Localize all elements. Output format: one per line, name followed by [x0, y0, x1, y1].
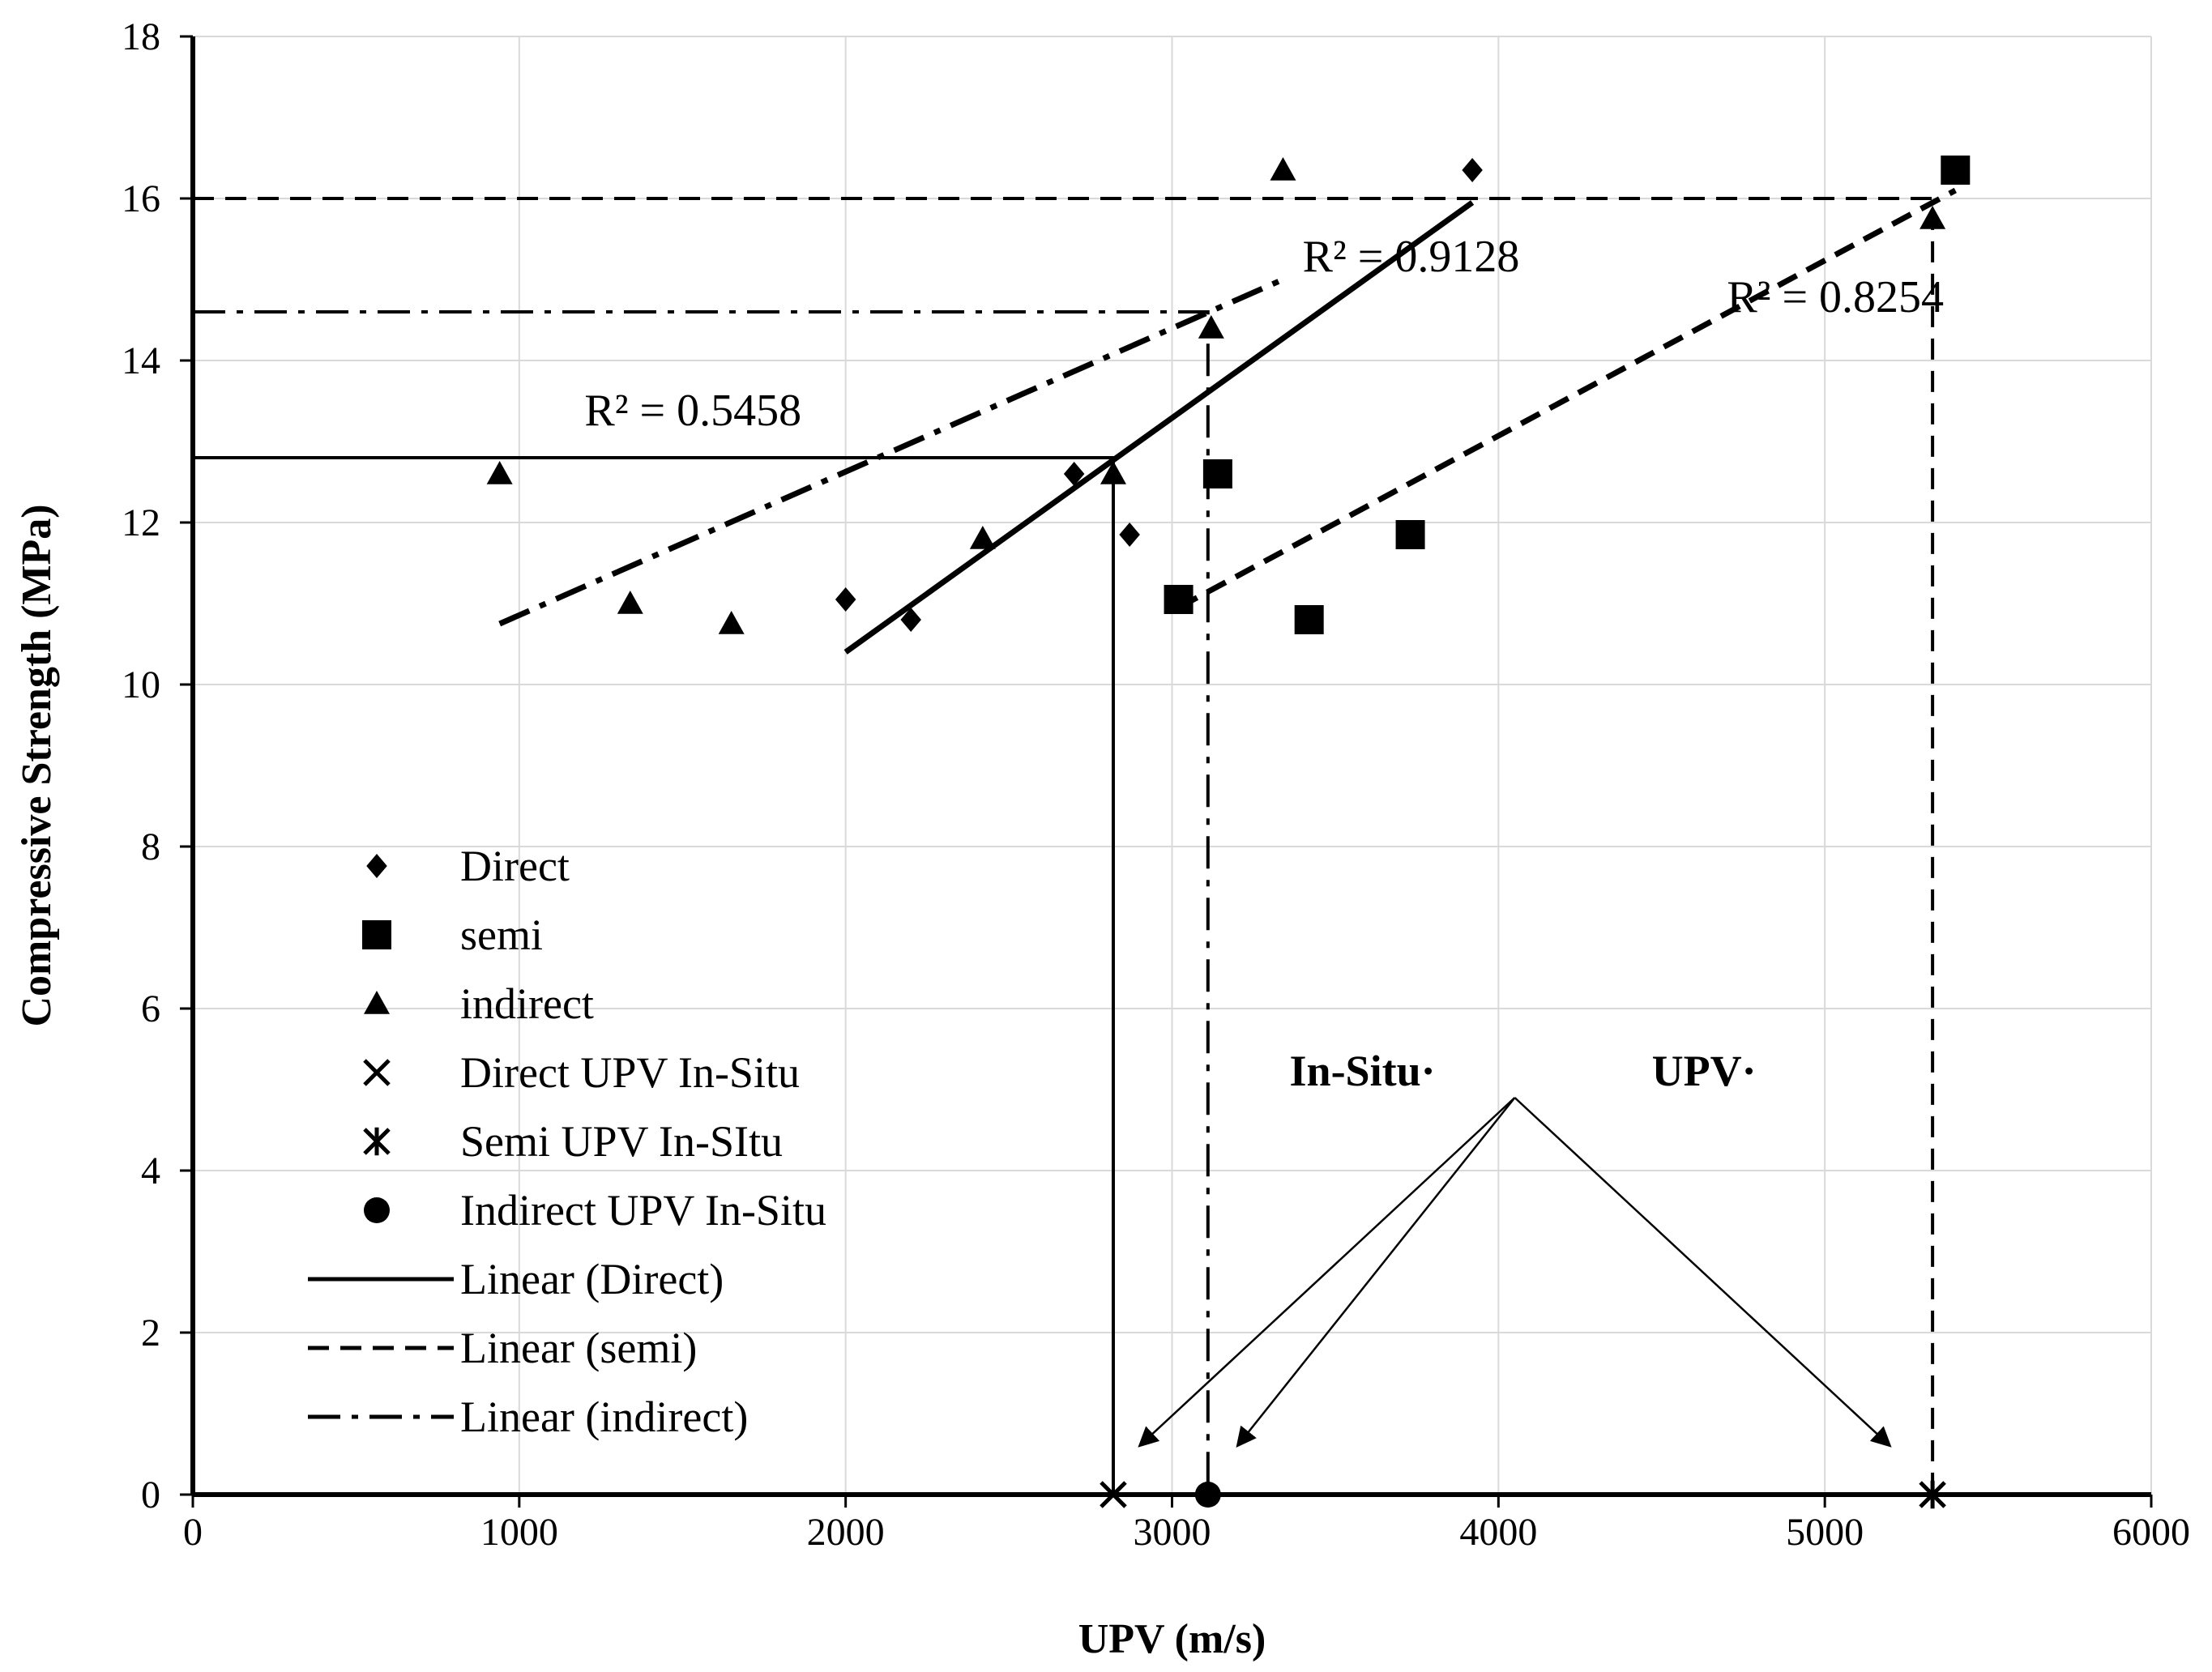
legend-linearsemi-label: Linear (semi) — [460, 1324, 697, 1372]
data-point-indirect — [1198, 315, 1224, 339]
trendline-lineardirect — [843, 200, 1475, 655]
data-point-direct — [1462, 158, 1483, 182]
data-point-indirect — [718, 611, 745, 634]
data-point-indirect — [1100, 461, 1126, 484]
y-tick-label: 16 — [122, 177, 160, 220]
r-squared-label: R² = 0.9128 — [1303, 232, 1520, 282]
legend-indirectupvinsitu-marker — [364, 1197, 390, 1223]
legend-lineardirect-label: Linear (Direct) — [460, 1255, 724, 1303]
legend-directupvinsitu-label: Direct UPV In-Situ — [460, 1048, 800, 1097]
annotation-arrow — [1138, 1097, 1516, 1448]
legend-indirectupvinsitu-label: Indirect UPV In-Situ — [460, 1186, 826, 1235]
y-tick-label: 14 — [122, 339, 160, 382]
legend-semi-marker — [362, 920, 391, 949]
y-tick-label: 10 — [122, 663, 160, 706]
data-point-directupvinsitu — [1100, 1481, 1127, 1508]
y-tick-label: 18 — [122, 15, 160, 58]
x-tick-label: 4000 — [1459, 1511, 1537, 1554]
legend-direct-label: Direct — [460, 842, 570, 890]
legend-semiupvinsitu-label: Semi UPV In-SItu — [460, 1117, 783, 1166]
annotation-arrow — [1236, 1097, 1516, 1448]
data-point-indirect — [969, 526, 996, 549]
x-tick-label: 1000 — [480, 1511, 558, 1554]
trendline-linearsemi — [1176, 187, 1957, 611]
data-point-semi — [1395, 520, 1425, 549]
legend-indirect-marker — [364, 991, 390, 1014]
legend-linearindirect-label: Linear (indirect) — [460, 1393, 748, 1441]
axes — [180, 35, 2153, 1508]
y-tick-label: 4 — [141, 1150, 160, 1192]
data-point-semi — [1164, 585, 1194, 614]
data-point-semiupvinsitu — [1919, 1480, 1946, 1509]
reference-line-semi — [193, 197, 1935, 1495]
data-point-indirect — [486, 461, 513, 484]
legend-semiupvinsitu-marker — [363, 1127, 391, 1156]
trendline-linearindirect — [498, 276, 1284, 627]
y-tick-label: 0 — [141, 1474, 160, 1516]
r-squared-label: R² = 0.8254 — [1727, 272, 1944, 322]
legend-semi-label: semi — [460, 911, 543, 959]
data-point-indirectupvinsitu — [1194, 1482, 1221, 1508]
trendlines: R² = 0.9128 R² = 0.8254 R² = 0.5458 — [498, 187, 1957, 655]
y-axis-title: Compressive Strength (MPa) — [14, 504, 60, 1026]
data-point-indirect — [617, 591, 643, 614]
x-tick-label: 6000 — [2112, 1511, 2190, 1554]
legend-directupvinsitu-marker — [363, 1059, 391, 1086]
data-point-direct — [1063, 462, 1085, 486]
data-point-semi — [1202, 459, 1232, 488]
r-squared-label: R² = 0.5458 — [584, 386, 801, 436]
tick-labels: 0 1000 2000 3000 4000 5000 6000 0 2 4 6 8 10 12 14 16 18 — [122, 15, 2190, 1554]
annotation-arrow — [1514, 1097, 1892, 1448]
reference-line-indirect — [193, 310, 1210, 1495]
y-tick-label: 8 — [141, 825, 160, 868]
x-tick-label: 2000 — [807, 1511, 885, 1554]
data-points — [486, 156, 1971, 1509]
x-axis-title: UPV (m/s) — [1078, 1616, 1266, 1662]
annotation-label-upv: UPV· — [1652, 1047, 1757, 1095]
y-tick-label: 6 — [141, 987, 160, 1030]
legend-direct-marker — [366, 854, 387, 878]
data-point-direct — [1119, 522, 1140, 547]
x-tick-label: 3000 — [1134, 1511, 1211, 1554]
data-point-direct — [900, 608, 921, 632]
data-point-semi — [1294, 605, 1324, 634]
data-point-semi — [1941, 156, 1971, 185]
x-tick-label: 0 — [183, 1511, 203, 1554]
y-tick-label: 12 — [122, 501, 160, 544]
legend: Direct semi indirect Direct UPV In-Situ Semi… — [308, 842, 826, 1441]
annotation-label-in-situ: In-Situ· — [1290, 1047, 1436, 1095]
data-point-direct — [835, 587, 856, 612]
annotations: In-Situ· UPV· — [1138, 1047, 1892, 1448]
data-point-indirect — [1270, 157, 1296, 181]
x-tick-label: 5000 — [1786, 1511, 1864, 1554]
legend-indirect-label: indirect — [460, 979, 594, 1028]
data-point-indirect — [1919, 206, 1946, 229]
y-tick-label: 2 — [141, 1312, 160, 1354]
